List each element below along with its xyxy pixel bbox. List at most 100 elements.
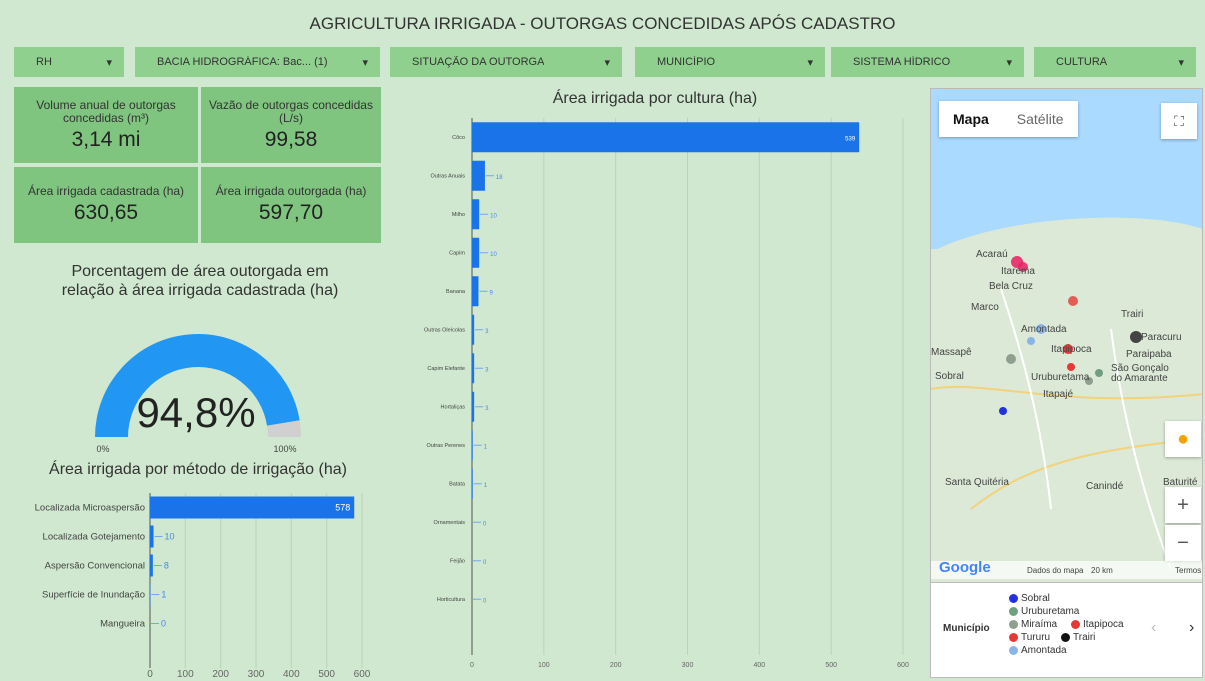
pegman[interactable]: ●	[1165, 421, 1201, 457]
fullscreen-button[interactable]: ⛶	[1161, 103, 1197, 139]
map-legend: Município ‹ › Sobral Uruburetama Miraíma It…	[930, 582, 1203, 678]
kpi-card: Volume anual de outorgas concedidas (m³)…	[14, 87, 198, 163]
filter-label: MUNICÍPIO	[657, 56, 716, 68]
legend-swatch	[1009, 646, 1018, 655]
filter-dropdown[interactable]: SISTEMA HÍDRICO ▾	[831, 47, 1024, 77]
bar	[472, 430, 473, 461]
filter-label: RH	[36, 56, 52, 68]
kpi-card: Área irrigada cadastrada (ha) 630,65	[14, 167, 198, 243]
gauge-min: 0%	[96, 444, 109, 454]
bar	[472, 276, 479, 307]
place-label: Paracuru	[1141, 332, 1182, 343]
x-tick-label: 500	[318, 669, 335, 680]
filter-caret: ▾	[807, 56, 813, 69]
filter-dropdown[interactable]: RH ▾	[14, 47, 124, 77]
place-label: Bela Cruz	[989, 281, 1033, 292]
y-tick-label: Capim Elefante	[427, 366, 465, 372]
y-tick-label: Ornamentais	[434, 520, 466, 526]
y-tick-label: Outras Perenes	[426, 443, 465, 449]
charts: 94,8% 0% 100% Área irrigada por cultura (ha…	[35, 88, 909, 680]
legend-label: Trairi	[1073, 632, 1096, 643]
place-label: Sobral	[935, 371, 964, 382]
legend-label: Miraíma	[1021, 619, 1058, 630]
y-tick-label: Milho	[452, 212, 465, 218]
kpi-value: 3,14 mi	[71, 127, 141, 151]
gauge-title: Porcentagem de área outorgada em relação…	[61, 263, 339, 299]
value-label: 578	[335, 503, 350, 513]
zoom-in[interactable]: +	[1165, 487, 1201, 523]
value-label: 1	[484, 444, 488, 450]
legend-swatch	[1009, 633, 1018, 642]
map-scale: 20 km	[1091, 566, 1113, 575]
x-tick-label: 300	[248, 669, 265, 680]
y-tick-label: Localizada Gotejamento	[43, 532, 145, 543]
gauge-max: 100%	[273, 444, 296, 454]
value-label: 10	[490, 213, 497, 219]
filter-label: BACIA HIDROGRÁFICA: Bac... (1)	[157, 56, 328, 68]
x-tick-label: 0	[470, 662, 474, 669]
legend-label: Sobral	[1021, 593, 1050, 604]
legend-item: Uruburetama	[1009, 606, 1079, 617]
bar	[150, 525, 154, 548]
filter-caret: ▾	[362, 56, 368, 69]
filter-caret: ▾	[1006, 56, 1012, 69]
map[interactable]: Mapa Satélite ⛶ ● + − Google Dados do ma…	[930, 88, 1203, 678]
legend-prev[interactable]: ‹	[1151, 619, 1157, 636]
legend-item: Itapipoca	[1071, 619, 1124, 630]
google-logo: Google	[939, 559, 991, 576]
place-label: Santa Quitéria	[945, 477, 1009, 488]
legend-next[interactable]: ›	[1189, 619, 1195, 636]
filter-dropdown[interactable]: BACIA HIDROGRÁFICA: Bac... (1) ▾	[135, 47, 380, 77]
legend-swatch	[1009, 620, 1018, 629]
place-label: Amontada	[1021, 324, 1067, 335]
filter-label: SISTEMA HÍDRICO	[853, 56, 951, 68]
x-tick-label: 200	[212, 669, 229, 680]
x-tick-label: 400	[753, 662, 765, 669]
value-label: 18	[496, 175, 503, 181]
value-label: 10	[165, 532, 175, 542]
place-label: Itapipoca	[1051, 344, 1092, 355]
filter-caret: ▾	[1178, 56, 1184, 69]
map-points	[999, 256, 1142, 415]
filter-dropdown[interactable]: SITUAÇÃO DA OUTORGA ▾	[390, 47, 622, 77]
map-terms[interactable]: Termos	[1175, 566, 1202, 575]
place-label: Itarema	[1001, 266, 1035, 277]
value-label: 0	[483, 521, 487, 527]
y-tick-label: Outras Oleícolas	[424, 328, 465, 334]
place-label: São Gonçalo do Amarante	[1111, 363, 1169, 384]
y-tick-label: Mangueira	[100, 619, 146, 630]
gauge-value: 94,8%	[136, 389, 255, 436]
filter-dropdown[interactable]: MUNICÍPIO ▾	[635, 47, 825, 77]
map-button[interactable]: Mapa	[953, 111, 989, 127]
legend-swatch	[1009, 607, 1018, 616]
legend-item: Sobral	[1009, 593, 1050, 604]
y-tick-label: Côco	[452, 135, 465, 141]
zoom-out[interactable]: −	[1165, 525, 1201, 561]
x-tick-label: 0	[147, 669, 153, 680]
filter-label: SITUAÇÃO DA OUTORGA	[412, 56, 545, 68]
legend-swatch	[1061, 633, 1070, 642]
y-tick-label: Superfície de Inundação	[42, 590, 145, 601]
x-tick-label: 400	[283, 669, 300, 680]
y-tick-label: Horticultura	[437, 597, 466, 603]
place-label: Trairi	[1121, 309, 1144, 320]
x-tick-label: 600	[354, 669, 371, 680]
place-label: Itapajé	[1043, 389, 1074, 400]
value-label: 0	[483, 560, 487, 566]
legend-label: Tururu	[1021, 632, 1051, 643]
kpi-label: Área irrigada outorgada (ha)	[215, 184, 367, 198]
place-label: Uruburetama	[1031, 372, 1090, 383]
place-label: Canindé	[1086, 481, 1124, 492]
filter-dropdown[interactable]: CULTURA ▾	[1034, 47, 1196, 77]
x-tick-label: 300	[682, 662, 694, 669]
kpi-card: Vazão de outorgas concedidas (L/s) 99,58	[201, 87, 381, 163]
map-button[interactable]: Satélite	[1016, 111, 1064, 127]
place-label: Baturité	[1163, 477, 1198, 488]
kpi-value: 99,58	[264, 127, 318, 151]
legend-item: Amontada	[1009, 645, 1067, 656]
map-features	[931, 256, 1202, 570]
value-label: 0	[161, 619, 166, 629]
bar	[150, 496, 355, 519]
legend-label: Uruburetama	[1021, 606, 1080, 617]
